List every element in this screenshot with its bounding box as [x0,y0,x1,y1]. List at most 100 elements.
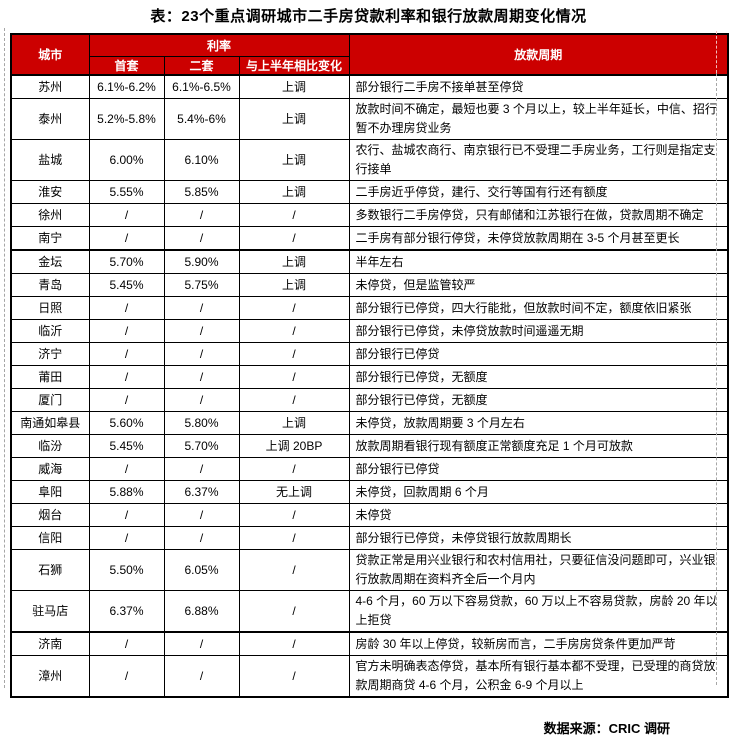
cell-first-home-rate: 5.45% [88,434,165,458]
cell-change: 上调 [238,273,350,297]
cell-city: 厦门 [10,388,90,412]
cell-first-home-rate: / [88,365,165,389]
cell-city: 青岛 [10,273,90,297]
header-second-home: 二套 [163,56,240,76]
cell-city: 济宁 [10,342,90,366]
cell-second-home-rate: / [163,365,240,389]
cell-second-home-rate: / [163,526,240,550]
table-row: 济宁 / / / 部分银行已停贷 [10,342,729,366]
cell-lending-cycle: 部分银行已停贷，四大行能批，但放款时间不定，额度依旧紧张 [348,296,729,320]
cell-city: 临沂 [10,319,90,343]
cell-first-home-rate: 5.70% [88,249,165,274]
cell-second-home-rate: / [163,319,240,343]
cell-second-home-rate: / [163,296,240,320]
cell-lending-cycle: 未停贷 [348,503,729,527]
data-source: 数据来源：CRIC 调研 [543,721,670,736]
cell-first-home-rate: 5.60% [88,411,165,435]
cell-lending-cycle: 部分银行已停贷，未停贷放款时间遥遥无期 [348,319,729,343]
header-first-home: 首套 [88,56,165,76]
table-row: 驻马店 6.37% 6.88%/4-6 个月，60 万以下容易贷款，60 万以上不容… [10,590,729,633]
cell-lending-cycle: 4-6 个月，60 万以下容易贷款，60 万以上不容易贷款，房龄 20 年以上拒… [348,590,729,633]
cell-first-home-rate: / [88,655,165,698]
cell-city: 石狮 [10,549,90,591]
cell-change: / [238,655,350,698]
cell-second-home-rate: 6.05% [163,549,240,591]
cell-first-home-rate: 6.1%-6.2% [88,74,165,99]
cell-city: 徐州 [10,203,90,227]
cell-change: / [238,503,350,527]
table-row: 泰州 5.2%-5.8% 5.4%-6% 上调 放款时间不确定，最短也要 3 个月以上，… [10,98,729,140]
cell-lending-cycle: 部分银行已停贷 [348,457,729,481]
cell-city: 济南 [10,631,90,656]
cell-lending-cycle: 未停贷，但是监管较严 [348,273,729,297]
cell-first-home-rate: 5.50% [88,549,165,591]
cell-city: 南通如皋县 [10,411,90,435]
table-row: 石狮 5.50% 6.05% / 贷款正常是用兴业银行和农村信用社，只要征信没问题即可，… [10,549,729,591]
cell-city: 驻马店 [10,590,90,633]
cell-change: 无上调 [238,480,350,504]
table-row: 临汾 5.45% 5.70% 上调 20BP 放款周期看银行现有额度正常额度充足 1 个… [10,434,729,458]
cell-change: / [238,365,350,389]
cell-city: 苏州 [10,74,90,99]
cell-city: 盐城 [10,139,90,181]
table-row: 厦门 / / / 部分银行已停贷，无额度 [10,388,729,412]
table-row: 青岛 5.45% 5.75% 上调 未停贷，但是监管较严 [10,273,729,297]
cell-change: 上调 [238,411,350,435]
cell-city: 日照 [10,296,90,320]
table-row: 威海 / / / 部分银行已停贷 [10,457,729,481]
table-row: 徐州 / / / 多数银行二手房停贷，只有邮储和江苏银行在做，贷款周期不确定 [10,203,729,227]
cell-lending-cycle: 农行、盐城农商行、南京银行已不受理二手房业务，工行则是指定支行接单 [348,139,729,181]
cell-second-home-rate: / [163,457,240,481]
cell-second-home-rate: / [163,388,240,412]
cell-lending-cycle: 贷款正常是用兴业银行和农村信用社，只要征信没问题即可，兴业银行放款周期在资料齐全… [348,549,729,591]
page-break-line-left [4,28,5,688]
cell-lending-cycle: 部分银行已停贷 [348,342,729,366]
cell-second-home-rate: 5.4%-6% [163,98,240,140]
cell-change: / [238,526,350,550]
cell-second-home-rate: / [163,203,240,227]
cell-change: / [238,203,350,227]
cell-first-home-rate: / [88,296,165,320]
cell-lending-cycle: 半年左右 [348,249,729,274]
page-title: 表：23个重点调研城市二手房贷款利率和银行放款周期变化情况 [150,8,587,25]
cell-second-home-rate: 5.70% [163,434,240,458]
cell-second-home-rate: 5.90% [163,249,240,274]
cell-second-home-rate: / [163,342,240,366]
table-row: 苏州 6.1%-6.2% 6.1%-6.5% 上调 部分银行二手房不接单甚至停贷 [10,74,729,99]
cell-city: 阜阳 [10,480,90,504]
table-row: 烟台 / / / 未停贷 [10,503,729,527]
cell-city: 淮安 [10,180,90,204]
cell-change: 上调 [238,139,350,181]
cell-lending-cycle: 未停贷，回款周期 6 个月 [348,480,729,504]
cell-first-home-rate: 6.37% [88,590,165,633]
header-lending-cycle: 放款周期 [348,33,729,76]
table-row: 信阳 / / / 部分银行已停贷，未停贷银行放款周期长 [10,526,729,550]
table-row: 漳州 / / / 官方未明确表态停贷，基本所有银行基本都不受理，已受理的商贷放款周期商贷… [10,655,729,698]
cell-second-home-rate: 6.37% [163,480,240,504]
cell-lending-cycle: 部分银行已停贷，未停贷银行放款周期长 [348,526,729,550]
cell-change: 上调 [238,98,350,140]
cell-second-home-rate: / [163,226,240,251]
cell-first-home-rate: / [88,226,165,251]
cell-second-home-rate: / [163,631,240,656]
table-row: 日照 / / / 部分银行已停贷，四大行能批，但放款时间不定，额度依旧紧张 [10,296,729,320]
cell-change: / [238,388,350,412]
table-row: 济南 / / / 房龄 30 年以上停贷，较新房而言，二手房房贷条件更加严苛 [10,631,729,656]
cell-first-home-rate: 5.88% [88,480,165,504]
cell-first-home-rate: 6.00% [88,139,165,181]
cell-city: 威海 [10,457,90,481]
cell-second-home-rate: 5.80% [163,411,240,435]
cell-city: 莆田 [10,365,90,389]
cell-second-home-rate: 6.1%-6.5% [163,74,240,99]
table-row: 临沂 / / / 部分银行已停贷，未停贷放款时间遥遥无期 [10,319,729,343]
table-row: 盐城 6.00% 6.10% 上调 农行、盐城农商行、南京银行已不受理二手房业务，工行则… [10,139,729,181]
cell-lending-cycle: 房龄 30 年以上停贷，较新房而言，二手房房贷条件更加严苛 [348,631,729,656]
cell-first-home-rate: / [88,203,165,227]
cell-lending-cycle: 部分银行二手房不接单甚至停贷 [348,74,729,99]
cell-lending-cycle: 官方未明确表态停贷，基本所有银行基本都不受理，已受理的商贷放款周期商贷 4-6 … [348,655,729,698]
cell-second-home-rate: 6.10% [163,139,240,181]
cell-lending-cycle: 二手房有部分银行停贷，未停贷放款周期在 3-5 个月甚至更长 [348,226,729,251]
table-row: 金坛 5.70% 5.90% 上调 半年左右 [10,249,729,274]
loan-rate-table: 城市 利率 放款周期 首套 二套 与上半年相比变化 苏州 6.1%-6.2% 6.1… [10,33,729,698]
cell-change: / [238,631,350,656]
